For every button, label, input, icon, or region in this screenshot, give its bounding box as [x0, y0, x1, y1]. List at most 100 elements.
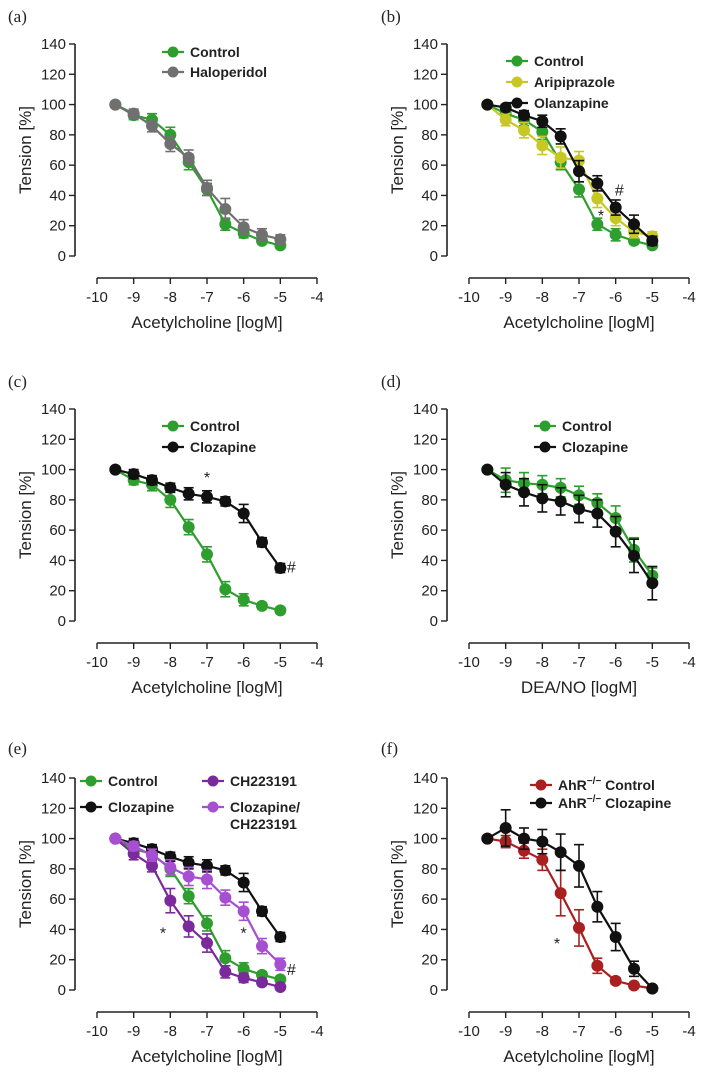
- data-point: [499, 113, 512, 126]
- data-point: [256, 228, 268, 241]
- x-tick-label: -7: [572, 654, 585, 671]
- x-tick-label: -4: [310, 1023, 323, 1040]
- data-point: [499, 101, 512, 114]
- x-tick-label: -8: [164, 289, 177, 306]
- y-tick-label: 100: [413, 462, 438, 479]
- legend-entry: AhR−/− Control: [530, 776, 655, 793]
- x-tick-label: -8: [164, 1023, 177, 1040]
- y-tick-label: 80: [421, 492, 438, 509]
- y-tick-label: 40: [49, 921, 66, 938]
- series-3: [481, 98, 659, 247]
- y-tick-label: 60: [421, 891, 438, 908]
- y-tick-label: 20: [421, 583, 438, 600]
- y-tick-label: 20: [421, 952, 438, 969]
- x-tick-label: -9: [499, 654, 512, 671]
- panel-letter: (b): [381, 7, 401, 26]
- data-point: [127, 468, 140, 481]
- data-point: [219, 952, 232, 965]
- series-line: [114, 103, 281, 247]
- data-point: [481, 98, 494, 111]
- legend-label: Control: [534, 53, 584, 69]
- legend-label: Control: [190, 418, 240, 434]
- y-tick-label: 120: [413, 800, 438, 817]
- data-point: [554, 846, 567, 859]
- y-tick-label: 140: [413, 770, 438, 787]
- series-line: [114, 103, 281, 241]
- x-tick-label: -5: [646, 654, 659, 671]
- legend-entry: Control: [162, 44, 240, 60]
- y-tick-label: 0: [58, 613, 66, 630]
- legend-entry: Control: [162, 418, 240, 434]
- x-tick-label: -8: [536, 654, 549, 671]
- y-axis-label: Tension [%]: [388, 471, 407, 559]
- y-tick-label: 80: [49, 492, 66, 509]
- x-tick-label: -4: [682, 1023, 695, 1040]
- y-tick-label: 0: [58, 982, 66, 999]
- x-tick-label: -8: [536, 1023, 549, 1040]
- legend-entry: Haloperidol: [162, 64, 267, 80]
- legend-entry: Clozapine: [80, 799, 174, 815]
- data-point: [237, 971, 250, 984]
- legend-label: Control: [190, 44, 240, 60]
- data-point: [164, 861, 177, 874]
- data-point: [127, 840, 140, 853]
- y-tick-label: 40: [421, 921, 438, 938]
- data-point: [219, 864, 232, 877]
- data-point: [628, 962, 640, 975]
- series-2: [109, 463, 287, 574]
- x-tick-label: -6: [609, 289, 622, 306]
- data-point: [182, 151, 195, 164]
- series-line: [486, 468, 654, 584]
- y-tick-label: 0: [430, 982, 438, 999]
- series-line: [114, 837, 281, 989]
- data-point: [201, 917, 213, 930]
- legend-marker: [511, 76, 523, 88]
- data-point: [219, 495, 232, 508]
- x-tick-label: -5: [274, 289, 287, 306]
- y-tick-label: 100: [41, 97, 66, 114]
- annotation-mark: #: [615, 182, 624, 199]
- data-point: [219, 203, 232, 216]
- annotation-mark: #: [287, 559, 296, 576]
- y-tick-label: 140: [413, 401, 438, 418]
- data-point: [237, 593, 250, 606]
- data-point: [536, 115, 549, 128]
- data-point: [164, 894, 177, 907]
- legend-marker: [167, 66, 179, 78]
- data-point: [219, 583, 232, 596]
- annotation-mark: *: [241, 925, 247, 942]
- legend-label: Olanzapine: [534, 95, 609, 111]
- data-point: [646, 577, 659, 590]
- data-point: [237, 905, 250, 918]
- data-point: [164, 481, 177, 494]
- data-point: [274, 980, 287, 993]
- data-point: [481, 463, 494, 476]
- data-point: [146, 849, 158, 862]
- legend-marker: [167, 441, 179, 453]
- y-tick-label: 80: [49, 861, 66, 878]
- legend-marker: [511, 97, 523, 109]
- x-tick-label: -6: [237, 1023, 250, 1040]
- x-axis-label: Acetylcholine [logM]: [503, 313, 654, 332]
- x-tick-label: -6: [237, 289, 250, 306]
- data-point: [201, 937, 213, 950]
- y-tick-label: 120: [413, 66, 438, 83]
- annotation-mark: *: [598, 208, 604, 225]
- chart-panel-6: (f) 0 20 40 60 80 100 120 140 Tension [%] -10 -9 -8 -…: [381, 739, 696, 1066]
- y-tick-label: 140: [41, 401, 66, 418]
- legend-label: Aripiprazole: [534, 74, 615, 90]
- panel-letter: (d): [381, 372, 401, 391]
- data-point: [573, 165, 585, 178]
- y-axis-label: Tension [%]: [16, 471, 35, 559]
- chart-panel-4: (d) 0 20 40 60 80 100 120 140 Tension [%] -10 -9 -8 -…: [381, 372, 696, 697]
- y-axis-label: Tension [%]: [388, 106, 407, 194]
- x-tick-label: -6: [609, 654, 622, 671]
- series-2: [109, 98, 287, 246]
- x-tick-label: -9: [499, 1023, 512, 1040]
- y-tick-label: 40: [421, 187, 438, 204]
- x-tick-label: -5: [274, 1023, 287, 1040]
- data-point: [573, 183, 585, 196]
- data-point: [146, 474, 158, 487]
- x-tick-label: -6: [237, 654, 250, 671]
